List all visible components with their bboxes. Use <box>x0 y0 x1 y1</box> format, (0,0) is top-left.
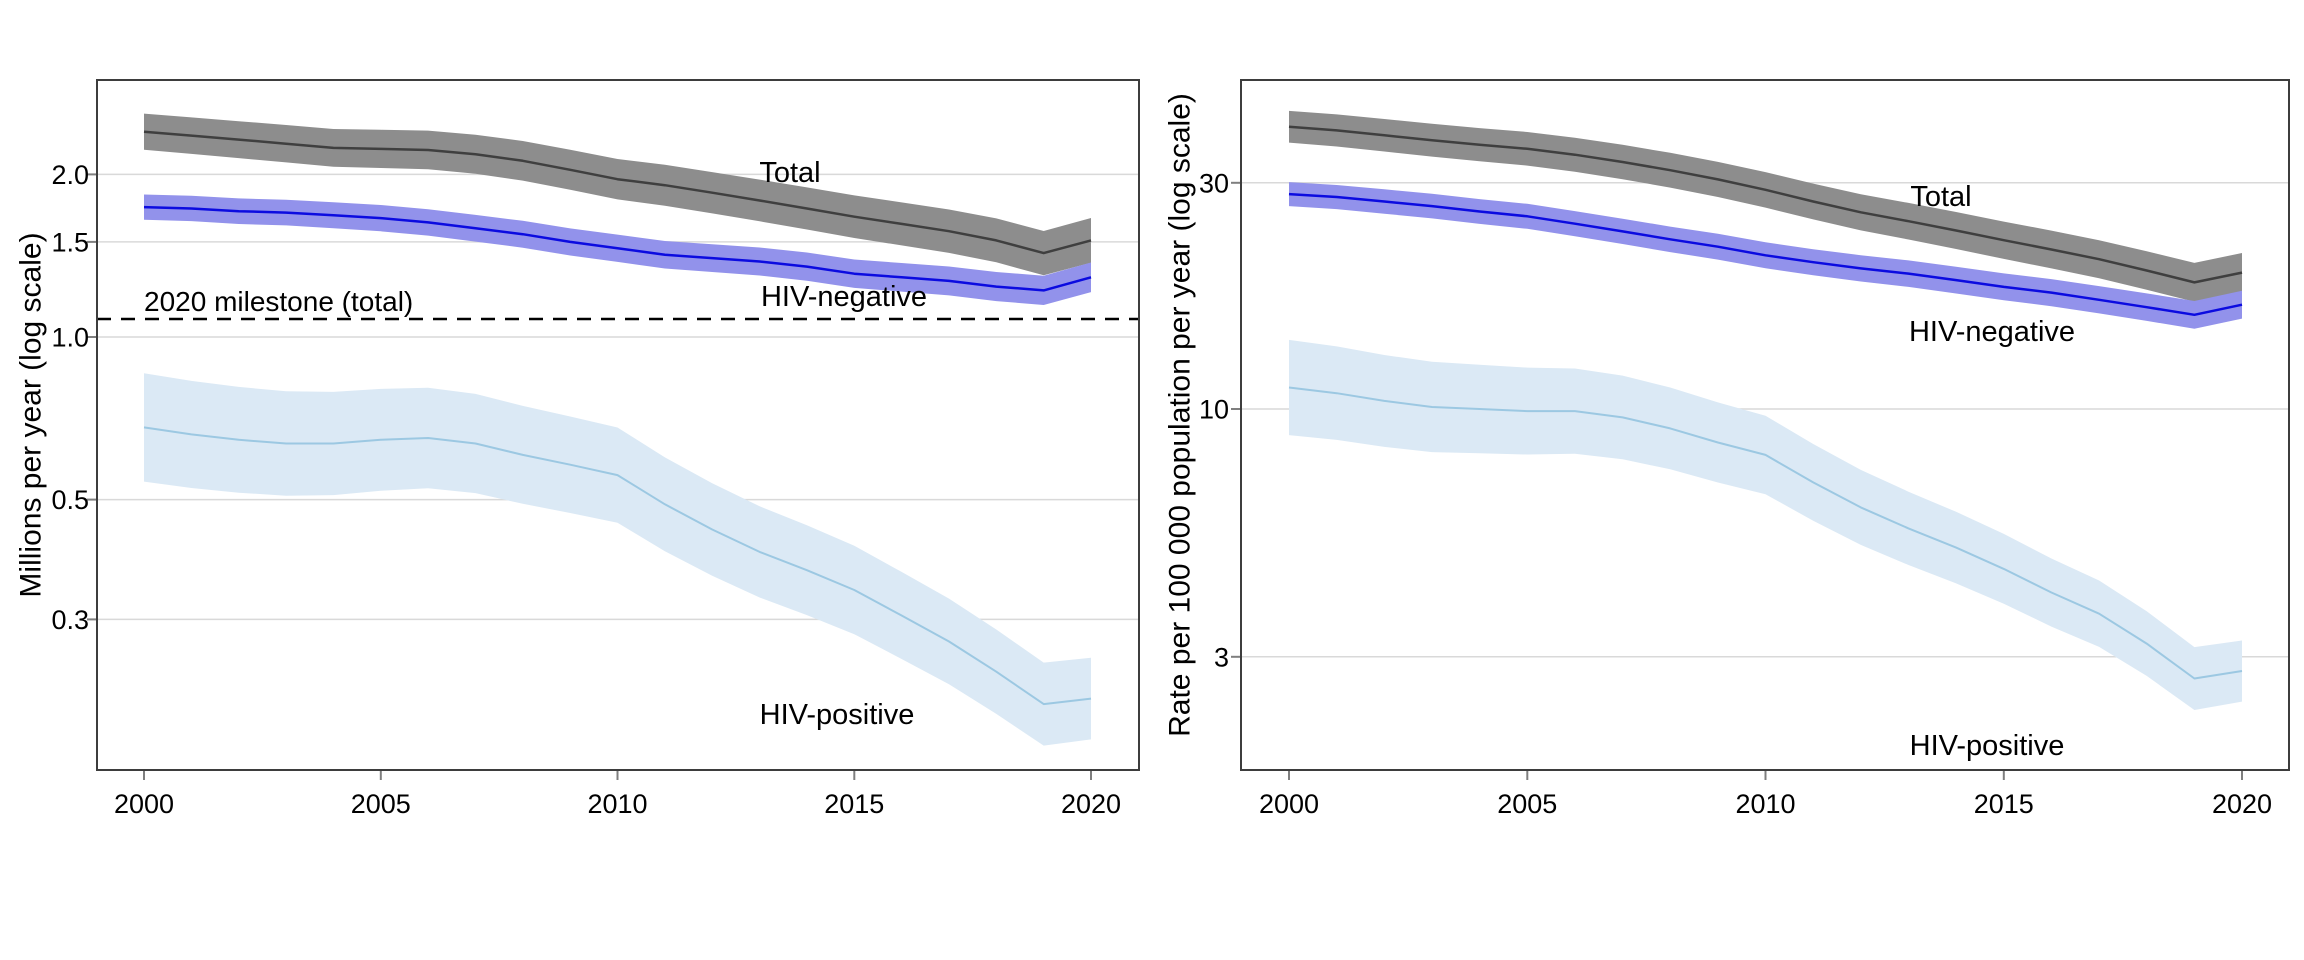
x-tick-label: 2010 <box>1735 789 1795 819</box>
ci-band-hiv-positive <box>1289 339 2242 710</box>
x-tick-label: 2010 <box>587 789 647 819</box>
y-tick-label: 0.3 <box>51 605 89 635</box>
series-line-hiv-negative <box>143 205 1092 292</box>
panel-border <box>1240 79 2290 771</box>
series-line-hiv-positive <box>143 426 1092 706</box>
y-tick-label: 0.5 <box>51 485 89 515</box>
series-line-total <box>143 130 1092 255</box>
x-tick-label: 2000 <box>1259 789 1319 819</box>
series-label-hiv-positive: HIV-positive <box>760 699 915 731</box>
y-tick-label: 10 <box>1199 395 1229 425</box>
ci-band-total <box>144 113 1091 276</box>
x-tick-label: 2020 <box>1061 789 1121 819</box>
y-tick-label: 1.0 <box>51 323 89 353</box>
series-label-hiv-positive: HIV-positive <box>1910 730 2065 762</box>
x-tick-label: 2020 <box>2212 789 2272 819</box>
panel-border <box>96 79 1140 771</box>
x-tick-label: 2005 <box>1497 789 1557 819</box>
ci-band-hiv-positive <box>144 373 1091 746</box>
x-tick-label: 2015 <box>824 789 884 819</box>
series-line-total <box>1288 125 2243 284</box>
chart-tb-mortality-rate: 2000 2005 2010 2015 2020 30 10 3 Rate per 100 00… <box>1164 79 2290 819</box>
y-tick-label: 1.5 <box>51 227 89 257</box>
series-label-total: Total <box>1910 181 1971 213</box>
x-tick-label: 2015 <box>1974 789 2034 819</box>
x-tick-label: 2005 <box>351 789 411 819</box>
series-label-hiv-negative: HIV-negative <box>1909 316 2075 348</box>
chart-tb-deaths-absolute: 2020 milestone (total) 2000 2005 2010 2015 20… <box>15 79 1140 819</box>
y-axis-title: Millions per year (log scale) <box>15 232 48 597</box>
ci-band-total <box>1289 110 2242 302</box>
series-label-total: Total <box>759 157 820 189</box>
series-line-hiv-positive <box>1288 386 2243 680</box>
milestone-label: 2020 milestone (total) <box>144 286 413 317</box>
series-line-hiv-negative <box>1288 192 2243 317</box>
y-tick-label: 3 <box>1214 642 1229 672</box>
x-tick-label: 2000 <box>114 789 174 819</box>
ci-band-hiv-negative <box>144 194 1091 305</box>
series-label-hiv-negative: HIV-negative <box>761 281 927 313</box>
y-tick-label: 2.0 <box>51 160 89 190</box>
y-tick-label: 30 <box>1199 168 1229 198</box>
y-axis-title: Rate per 100 000 population per year (lo… <box>1164 93 1197 737</box>
